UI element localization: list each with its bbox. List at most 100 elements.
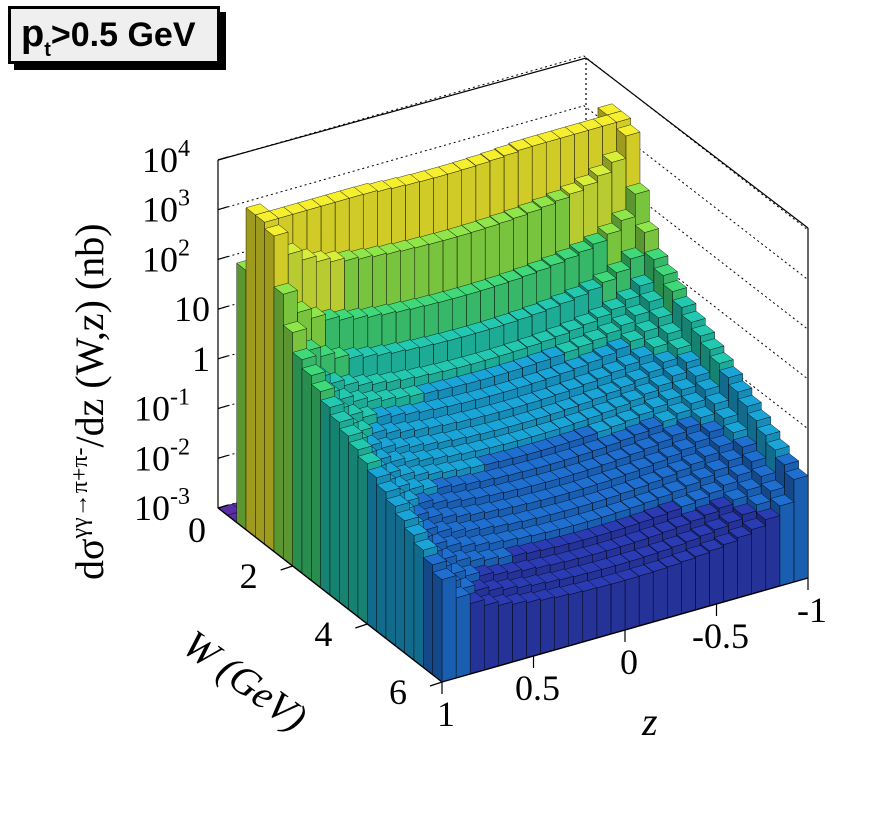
bar-top-face xyxy=(611,314,636,326)
x-tick-label: 1 xyxy=(437,694,455,734)
bar-top-face xyxy=(699,539,724,552)
bar-side-face xyxy=(367,470,377,632)
bar-top-face xyxy=(545,189,571,202)
bar-front-face xyxy=(652,567,668,623)
bar-top-face xyxy=(592,271,617,283)
bar-top-face xyxy=(643,560,668,572)
bar-top-face xyxy=(320,396,345,408)
bar-top-face xyxy=(625,182,650,195)
bar-top-face xyxy=(634,382,659,395)
bar-top-face xyxy=(709,496,734,509)
z-tick-base: 1 xyxy=(192,339,210,379)
bar-top-face xyxy=(606,395,631,408)
bar-side-face xyxy=(357,455,368,625)
bar-side-face xyxy=(404,527,415,661)
bar-top-face xyxy=(662,424,687,436)
bar-side-face xyxy=(245,207,256,538)
bar-top-face xyxy=(592,453,617,466)
bar-top-face xyxy=(592,345,617,357)
bar-top-face xyxy=(657,388,683,401)
bar-top-face xyxy=(522,372,547,384)
y-axis-title-text: dσγγ→π+π-/dz (W,z) (nb) xyxy=(67,223,112,580)
bar-top-face xyxy=(615,515,640,528)
bar-top-face xyxy=(536,367,561,380)
z-tick-label: 102 xyxy=(142,235,190,279)
bar-front-face xyxy=(751,525,766,595)
z-tick-exp: 2 xyxy=(178,235,190,261)
bar-top-face xyxy=(338,424,364,437)
z-tick-base: 10 xyxy=(174,289,210,329)
bar-top-face xyxy=(422,553,448,566)
bar-top-face xyxy=(634,221,660,233)
bar-top-face xyxy=(568,444,593,456)
bar-top-face xyxy=(432,568,457,580)
bar-top-face xyxy=(578,279,603,291)
bar-top-face xyxy=(559,182,585,195)
z-tick-exp: 3 xyxy=(178,186,190,212)
bar-top-face xyxy=(671,495,696,507)
bar-top-face xyxy=(695,444,720,457)
bar-top-face xyxy=(629,511,654,523)
x-tick-label: 0.5 xyxy=(515,668,560,708)
bar-top-face xyxy=(564,411,589,424)
bar-top-face xyxy=(685,545,710,557)
bar-front-face xyxy=(765,515,781,591)
bar-top-face xyxy=(466,153,491,166)
bar-top-face xyxy=(732,503,757,516)
bar-top-face xyxy=(554,398,580,410)
z-tick-label: 104 xyxy=(142,136,190,180)
bar-top-face xyxy=(615,354,641,366)
z-tick-base: 10 xyxy=(134,438,170,478)
bar-top-face xyxy=(662,480,687,493)
bar-top-face xyxy=(611,375,636,388)
bar-top-face xyxy=(597,322,622,334)
bar-top-face xyxy=(606,338,631,350)
bar-top-face xyxy=(676,474,701,487)
z-tick xyxy=(217,305,229,310)
x-axis-title: z xyxy=(641,699,658,744)
bar-top-face xyxy=(592,401,617,414)
bar-side-face xyxy=(432,571,443,683)
z-tick-base: 10 xyxy=(142,239,178,279)
bar-top-face xyxy=(540,346,566,359)
z-zero-label: 0 xyxy=(188,510,206,550)
bar-top-face xyxy=(413,538,438,551)
bar-top-face xyxy=(273,282,298,295)
bar-front-face xyxy=(681,557,696,615)
bar-top-face xyxy=(545,325,570,337)
bar-top-face xyxy=(643,451,668,464)
lego-bars xyxy=(217,103,809,683)
bar-top-face xyxy=(601,298,627,310)
bar-top-face xyxy=(573,425,598,438)
z-tick xyxy=(217,156,229,161)
bar-top-face xyxy=(648,374,673,387)
bar-top-face xyxy=(667,402,692,414)
bar-top-face xyxy=(573,373,598,385)
z-tick-exp: -2 xyxy=(170,434,190,460)
bar-top-face xyxy=(727,526,753,538)
bar-top-face xyxy=(494,144,519,156)
bar-top-face xyxy=(648,540,673,553)
z-tick xyxy=(217,404,229,410)
bar-top-face xyxy=(583,329,608,341)
bar-top-face xyxy=(728,380,753,393)
bar-top-face xyxy=(550,292,575,305)
y-title-sup: γγ→π+π- xyxy=(67,447,93,539)
x-tick-label: -1 xyxy=(797,590,827,630)
bar-front-face xyxy=(709,546,724,607)
bar-front-face xyxy=(638,571,654,627)
w-axis-line xyxy=(217,507,443,683)
bar-top-face xyxy=(587,420,612,433)
bar-top-face xyxy=(526,351,552,364)
bar-top-face xyxy=(587,472,612,485)
bar-top-face xyxy=(644,248,669,260)
bar-top-face xyxy=(620,496,645,509)
bar-top-face xyxy=(615,462,640,475)
bar-top-face xyxy=(582,387,608,400)
bar-top-face xyxy=(784,468,809,480)
bar-top-face xyxy=(685,488,711,501)
bar-top-face xyxy=(526,259,552,272)
bar-top-face xyxy=(531,388,556,400)
bar-side-face xyxy=(283,324,293,567)
